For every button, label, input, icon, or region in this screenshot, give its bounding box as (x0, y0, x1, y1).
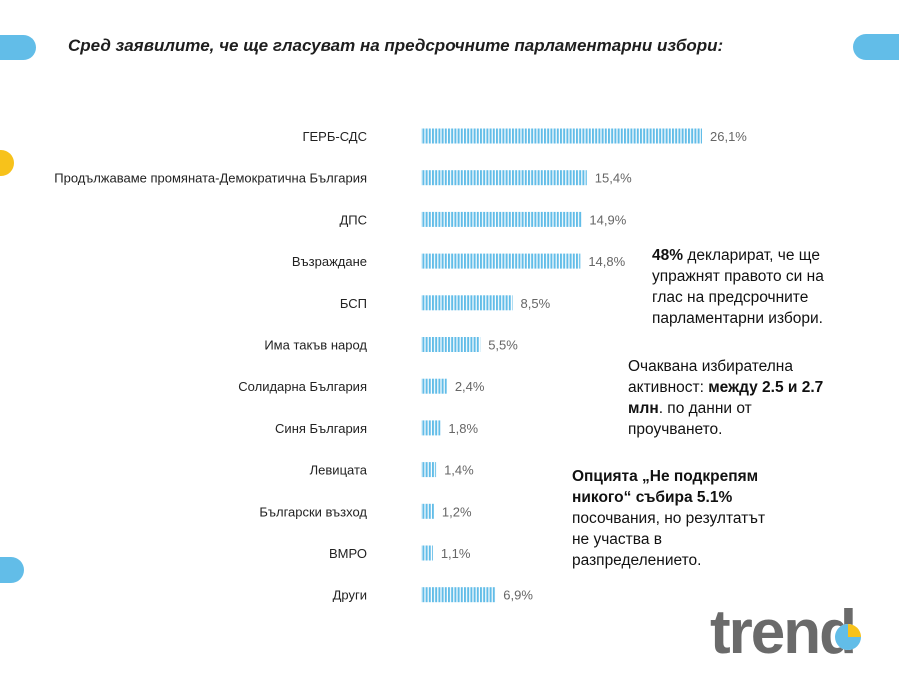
note-no-support-text: посочвания, но резултатът не участва в р… (572, 510, 766, 569)
note-expected-activity-pre: Очаквана избирателна активност: (628, 358, 793, 396)
decor-yellow-dot (0, 150, 14, 176)
note-expected-activity-post: . по данни от проучването. (628, 400, 752, 438)
note-expected-activity-bold: между 2.5 и 2.7 млн (628, 379, 824, 417)
bar-1 (421, 128, 702, 144)
value-label: 15,4% (595, 171, 632, 186)
bar-12 (421, 587, 496, 603)
note-no-support-option: Опцията „Не подкрепям никого“ събира 5.1… (572, 466, 782, 571)
value-label: 14,9% (589, 212, 626, 227)
category-label: БСП (340, 296, 367, 311)
value-label: 26,1% (710, 129, 747, 144)
logo-pie-icon (835, 624, 861, 650)
bar-7 (421, 378, 447, 394)
category-label: Има такъв народ (264, 338, 367, 353)
bar-10 (421, 503, 434, 519)
value-label: 5,5% (488, 338, 518, 353)
decor-tab-top-right (853, 34, 899, 60)
logo-text: trend (710, 598, 855, 665)
note-turnout-percent-text: декларират, че ще упражнят правото си на… (652, 247, 824, 327)
category-label: Солидарна България (238, 379, 367, 394)
category-label: ГЕРБ-СДС (302, 129, 367, 144)
value-label: 1,2% (442, 504, 472, 519)
bar-9 (421, 462, 437, 478)
value-label: 2,4% (455, 379, 485, 394)
category-label: ДПС (339, 212, 367, 227)
value-label: 14,8% (588, 254, 625, 269)
bar-5 (421, 295, 513, 311)
category-label: Левицата (310, 463, 368, 478)
bar-6 (421, 337, 481, 352)
chart-title: Сред заявилите, че ще гласуват на предср… (68, 36, 724, 55)
trend-logo: trend (710, 598, 861, 665)
value-label: 1,8% (448, 421, 478, 436)
category-label: ВМРО (329, 546, 367, 561)
bar-3 (421, 211, 582, 227)
category-label: Други (333, 588, 367, 603)
category-label: Продължаваме промяната-Демократична Бълг… (54, 171, 367, 186)
note-turnout-percent-bold: 48% (652, 247, 684, 264)
note-turnout-percent: 48% декларират, че ще упражнят правото с… (652, 245, 852, 329)
decor-tab-bottom-left (0, 557, 24, 583)
bar-4 (421, 253, 581, 269)
bar-2 (421, 170, 587, 186)
note-expected-activity: Очаквана избирателна активност: между 2.… (628, 356, 843, 440)
bar-8 (421, 420, 441, 436)
value-label: 1,4% (444, 463, 474, 478)
value-label: 6,9% (503, 588, 533, 603)
category-label: Синя България (275, 421, 367, 436)
category-label: Български възход (259, 504, 367, 519)
note-no-support-bold: Опцията „Не подкрепям никого“ събира 5.1… (572, 468, 759, 506)
value-label: 1,1% (441, 546, 471, 561)
bar-11 (421, 545, 433, 561)
category-label: Възраждане (292, 254, 367, 269)
decor-tab-top-left (0, 35, 36, 60)
value-label: 8,5% (521, 296, 551, 311)
